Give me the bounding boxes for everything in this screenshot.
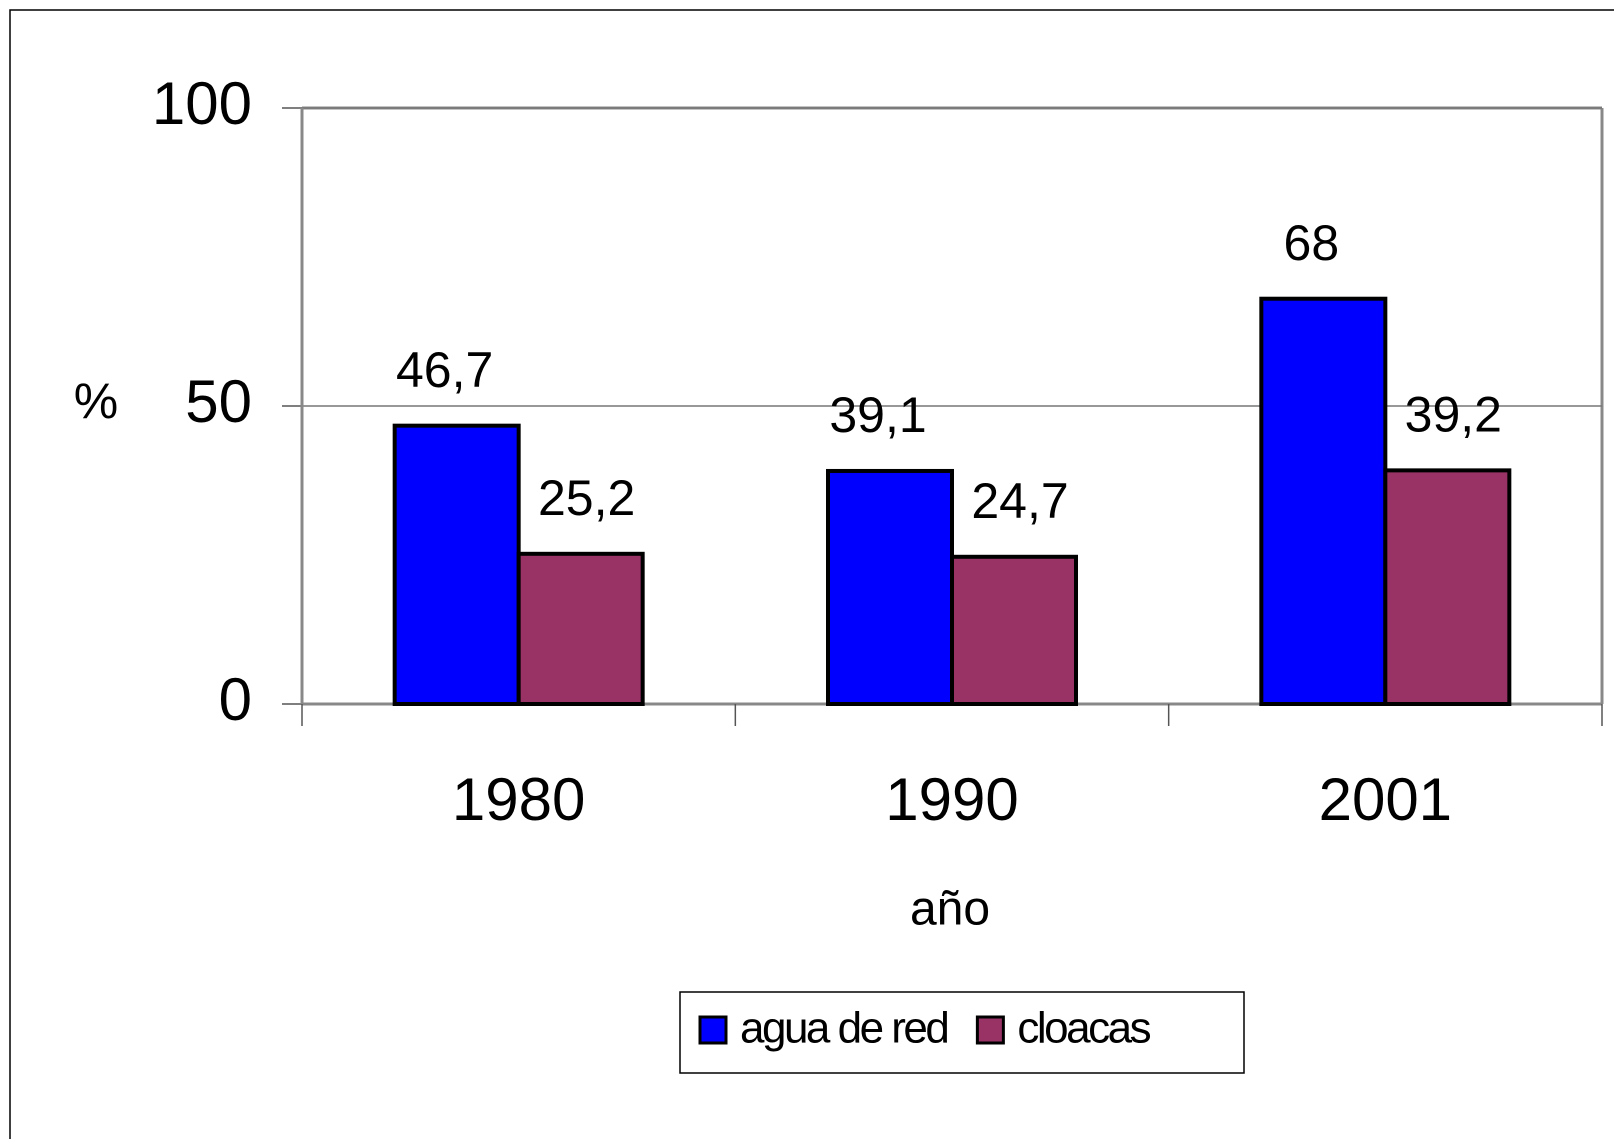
legend-label: agua de red (740, 1004, 947, 1053)
chart-frame (9, 9, 1614, 1139)
bar (950, 554, 1078, 707)
x-tick-label: 1980 (452, 766, 585, 833)
bar (826, 468, 954, 706)
y-tick-label: 100 (152, 70, 252, 137)
x-axis-label: año (910, 883, 990, 936)
value-label: 25,2 (538, 470, 635, 526)
bar (516, 551, 645, 706)
x-tick-label: 2001 (1319, 766, 1452, 833)
y-tick-label: 50 (185, 368, 252, 435)
legend-box (679, 991, 1245, 1074)
bar (392, 423, 521, 706)
value-label: 68 (1284, 215, 1340, 271)
x-tick-label: 1990 (885, 766, 1018, 833)
legend-swatch (698, 1015, 728, 1045)
y-tick-label: 0 (219, 666, 252, 733)
y-axis-label: % (74, 373, 118, 429)
value-label: 46,7 (396, 342, 493, 398)
bar (1383, 468, 1512, 707)
value-label: 39,1 (829, 387, 926, 443)
bar (1259, 296, 1388, 706)
value-label: 24,7 (971, 473, 1068, 529)
value-label: 39,2 (1405, 387, 1502, 443)
legend-label: cloacas (1017, 1004, 1150, 1053)
legend-swatch (975, 1015, 1005, 1045)
